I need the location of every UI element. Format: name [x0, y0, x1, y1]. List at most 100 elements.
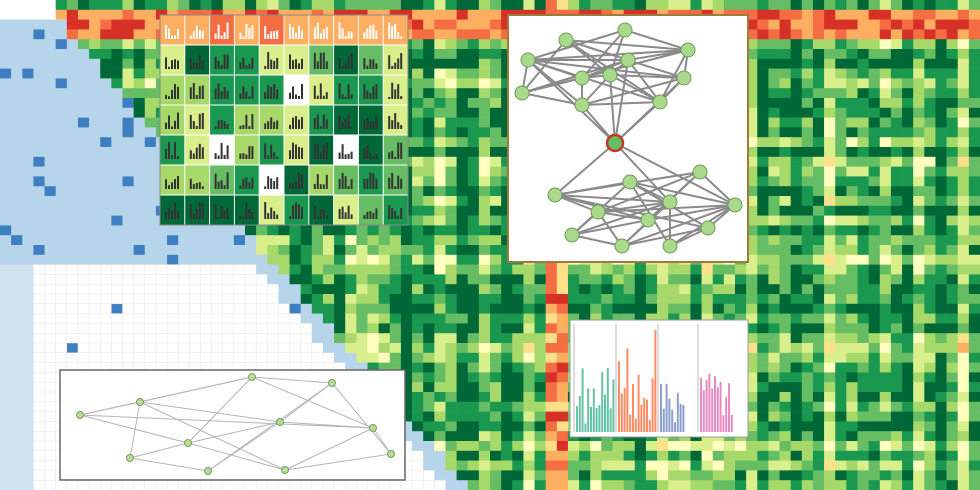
heatmap-cell: [177, 332, 190, 344]
heatmap-cell: [812, 166, 825, 177]
heatmap-cell: [735, 274, 747, 285]
heatmap-cell: [757, 450, 769, 461]
heatmap-cell: [779, 274, 791, 285]
heatmap-cell: [935, 49, 947, 60]
heatmap-cell: [924, 19, 936, 30]
heatmap-cell: [490, 362, 502, 373]
heatmap-cell: [757, 343, 769, 354]
heatmap-cell: [33, 411, 46, 422]
heatmap-cell: [122, 78, 134, 89]
heatmap-cell: [66, 332, 79, 344]
heatmap-cell: [467, 147, 480, 158]
heatmap-cell: [144, 68, 157, 79]
heatmap-cell: [378, 245, 391, 256]
heatmap-cell: [423, 264, 435, 275]
heatmap-cell: [913, 166, 925, 177]
heatmap-cell: [501, 78, 513, 89]
heatmap-cell: [935, 9, 947, 20]
heatmap-cell: [456, 411, 469, 422]
heatmap-cell: [523, 343, 535, 354]
heatmap-cell: [77, 88, 90, 99]
heatmap-cell: [801, 58, 814, 69]
heatmap-cell: [846, 9, 858, 20]
heatmap-cell: [445, 245, 457, 256]
mini-bar: [391, 172, 394, 189]
heatmap-cell: [779, 343, 791, 354]
mini-bar: [372, 86, 375, 99]
heatmap-cell: [155, 245, 168, 256]
heatmap-cell: [534, 274, 546, 285]
heatmap-cell: [412, 196, 424, 207]
heatmap-cell: [33, 254, 45, 265]
mini-bar: [189, 87, 192, 99]
heatmap-cell: [22, 156, 34, 167]
network-edge: [609, 74, 616, 144]
heatmap-cell: [22, 372, 34, 383]
heatmap-cell: [412, 382, 424, 393]
heatmap-cell: [924, 88, 936, 99]
heatmap-cell: [623, 284, 636, 295]
heatmap-cell: [412, 352, 424, 363]
heatmap-cell: [868, 107, 881, 118]
heatmap-cell: [779, 323, 791, 334]
heatmap-cell: [99, 303, 112, 315]
heatmap-cell: [490, 147, 502, 158]
heatmap-cell: [935, 98, 947, 109]
heatmap-cell: [122, 196, 134, 207]
network-edge: [129, 442, 189, 459]
heatmap-cell: [768, 313, 780, 324]
heatmap-cell: [812, 78, 825, 89]
mini-bar: [251, 177, 254, 189]
heatmap-cell: [100, 225, 112, 236]
heatmap-cell: [812, 284, 825, 295]
heatmap-cell: [790, 470, 803, 481]
heatmap-cell: [445, 254, 457, 265]
heatmap-cell: [857, 225, 869, 236]
heatmap-cell: [356, 362, 368, 373]
network-edge: [571, 219, 649, 236]
heatmap-cell: [456, 431, 469, 442]
heatmap-cell: [801, 147, 814, 158]
heatmap-cell: [946, 176, 959, 187]
heatmap-cell: [957, 9, 970, 20]
mini-bar: [248, 28, 251, 39]
mini-bar: [363, 58, 366, 69]
heatmap-cell: [768, 372, 780, 383]
heatmap-cell: [144, 342, 157, 354]
heatmap-cell: [668, 294, 680, 305]
heatmap-cell: [445, 0, 457, 11]
heatmap-cell: [66, 78, 79, 89]
heatmap-cell: [612, 294, 624, 305]
heatmap-cell: [523, 450, 535, 461]
heatmap-cell: [879, 49, 892, 60]
heatmap-cell: [0, 303, 12, 314]
heatmap-cell: [99, 352, 112, 364]
heatmap-cell: [590, 264, 602, 275]
heatmap-cell: [211, 0, 224, 11]
heatmap-cell: [579, 284, 591, 295]
heatmap-cell: [244, 313, 257, 324]
heatmap-cell: [122, 156, 134, 167]
heatmap-cell: [768, 88, 780, 99]
heatmap-cell: [824, 58, 836, 69]
heatmap-cell: [523, 441, 535, 452]
heatmap-cell: [812, 264, 825, 275]
heatmap-cell: [33, 176, 45, 187]
heatmap-cell: [0, 156, 12, 167]
heatmap-cell: [222, 0, 235, 11]
mini-bar: [400, 53, 403, 69]
heatmap-cell: [501, 98, 513, 109]
heatmap-cell: [868, 88, 881, 99]
heatmap-cell: [367, 284, 379, 295]
heatmap-cell: [657, 460, 669, 471]
heatmap-cell: [835, 460, 847, 471]
heatmap-cell: [467, 215, 480, 226]
heatmap-cell: [801, 392, 814, 403]
heatmap-cell: [445, 401, 457, 412]
mini-bar: [276, 57, 279, 69]
mini-bar: [220, 206, 223, 219]
heatmap-cell: [946, 372, 959, 383]
mini-bar: [223, 121, 226, 129]
heatmap-cell: [957, 313, 970, 324]
mini-bar: [201, 60, 204, 69]
